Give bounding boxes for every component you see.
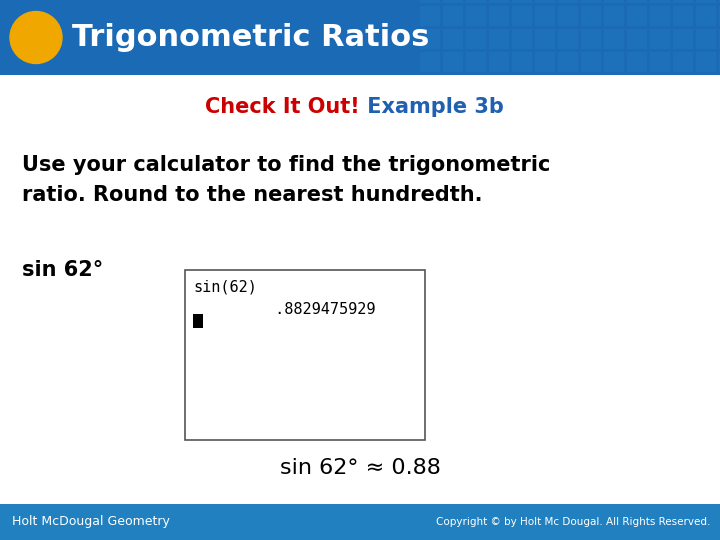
Bar: [696, 0, 716, 3]
Bar: [420, 29, 440, 49]
Bar: [719, 0, 720, 3]
Bar: [673, 6, 693, 26]
Bar: [489, 6, 509, 26]
Bar: [0, 0, 720, 75]
Text: sin 62°: sin 62°: [22, 260, 103, 280]
Bar: [650, 0, 670, 3]
Bar: [650, 6, 670, 26]
Bar: [193, 314, 203, 328]
Bar: [604, 52, 624, 72]
Text: Check It Out!: Check It Out!: [205, 97, 360, 117]
Bar: [443, 6, 463, 26]
Bar: [535, 29, 555, 49]
Bar: [604, 0, 624, 3]
Bar: [512, 52, 532, 72]
Bar: [489, 29, 509, 49]
Bar: [558, 0, 578, 3]
Bar: [0, 504, 720, 540]
Bar: [627, 29, 647, 49]
Bar: [627, 6, 647, 26]
Bar: [443, 29, 463, 49]
Text: Holt McDougal Geometry: Holt McDougal Geometry: [12, 516, 170, 529]
Bar: [673, 29, 693, 49]
Bar: [489, 0, 509, 3]
Bar: [466, 6, 486, 26]
Bar: [512, 29, 532, 49]
Circle shape: [10, 11, 62, 64]
Text: Example 3b: Example 3b: [360, 97, 504, 117]
Bar: [696, 52, 716, 72]
Bar: [185, 270, 425, 440]
Bar: [604, 6, 624, 26]
Bar: [581, 0, 601, 3]
Bar: [719, 29, 720, 49]
Bar: [535, 6, 555, 26]
Text: ratio. Round to the nearest hundredth.: ratio. Round to the nearest hundredth.: [22, 185, 482, 205]
Bar: [558, 52, 578, 72]
Bar: [604, 29, 624, 49]
Text: Copyright © by Holt Mc Dougal. All Rights Reserved.: Copyright © by Holt Mc Dougal. All Right…: [436, 517, 710, 527]
Bar: [627, 52, 647, 72]
Bar: [512, 6, 532, 26]
Bar: [650, 52, 670, 72]
Bar: [443, 0, 463, 3]
Text: Use your calculator to find the trigonometric: Use your calculator to find the trigonom…: [22, 155, 550, 175]
Bar: [512, 0, 532, 3]
Bar: [581, 6, 601, 26]
Bar: [558, 29, 578, 49]
Bar: [581, 29, 601, 49]
Bar: [558, 6, 578, 26]
Bar: [489, 52, 509, 72]
Bar: [650, 29, 670, 49]
Bar: [581, 52, 601, 72]
Bar: [535, 0, 555, 3]
Bar: [420, 0, 440, 3]
Text: .8829475929: .8829475929: [193, 302, 376, 317]
Text: Trigonometric Ratios: Trigonometric Ratios: [72, 23, 429, 52]
Bar: [719, 6, 720, 26]
Bar: [535, 52, 555, 72]
Bar: [420, 52, 440, 72]
Bar: [673, 52, 693, 72]
Bar: [719, 52, 720, 72]
Bar: [466, 52, 486, 72]
Bar: [696, 6, 716, 26]
Bar: [627, 0, 647, 3]
Bar: [466, 29, 486, 49]
Bar: [443, 52, 463, 72]
Bar: [696, 29, 716, 49]
Text: sin 62° ≈ 0.88: sin 62° ≈ 0.88: [279, 458, 441, 478]
Text: sin(62): sin(62): [193, 280, 257, 295]
Bar: [673, 0, 693, 3]
Bar: [466, 0, 486, 3]
Bar: [420, 6, 440, 26]
